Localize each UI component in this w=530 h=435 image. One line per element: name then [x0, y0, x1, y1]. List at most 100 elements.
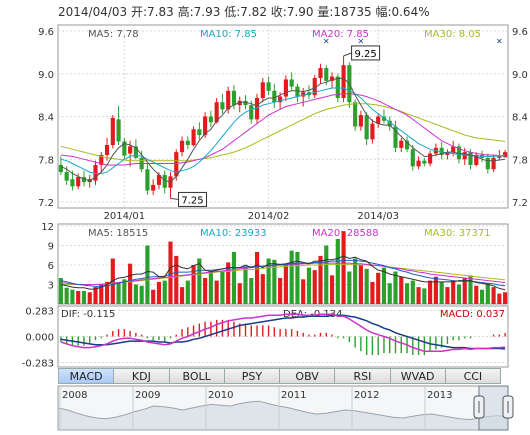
volume-bar — [254, 252, 260, 304]
volume-bar — [70, 289, 75, 304]
ma20-line — [60, 93, 506, 166]
volume-bar — [58, 278, 63, 304]
volume-bar — [283, 265, 288, 304]
volume-bar — [110, 258, 115, 304]
tab-kdj[interactable]: KDJ — [114, 368, 170, 384]
volume-bar — [122, 279, 127, 304]
volume-bar — [491, 287, 496, 304]
candle-body — [249, 105, 254, 120]
ma5-line — [60, 77, 506, 183]
volume-bar — [76, 291, 81, 304]
navigator-area — [57, 400, 509, 431]
volume-tick: 12 — [41, 222, 54, 233]
candle-body — [295, 86, 300, 97]
annotation-box — [351, 45, 381, 61]
volume-bar — [410, 280, 415, 304]
volume-bar — [260, 274, 265, 304]
tab-rsi[interactable]: RSI — [335, 368, 391, 384]
candle-body — [312, 78, 317, 96]
candle-body — [191, 129, 196, 145]
volume-bar — [301, 279, 306, 304]
macd-tick: -0.283 — [22, 359, 54, 370]
macd-tick: 0.283 — [25, 306, 54, 317]
volume-bar — [116, 281, 121, 304]
volume-bar — [456, 284, 462, 304]
volume-bar — [278, 278, 283, 304]
tab-wvad[interactable]: WVAD — [390, 368, 446, 384]
candle-body — [468, 152, 473, 165]
price-tick-left: 7.2 — [38, 198, 54, 209]
volume-ma30-line — [60, 263, 506, 285]
candle-body — [416, 160, 421, 167]
volume-bar — [151, 289, 156, 304]
candle-body — [174, 152, 179, 177]
candle-body — [151, 184, 156, 191]
candle-body — [220, 102, 225, 110]
volume-bar — [451, 280, 456, 304]
candle-body — [428, 153, 433, 164]
volume-bar — [416, 287, 421, 304]
annotation-label: 7.25 — [181, 195, 203, 206]
volume-bar — [358, 265, 363, 304]
volume-bar — [462, 278, 467, 304]
volume-bar — [243, 266, 248, 304]
volume-tick: 9 — [48, 242, 54, 253]
volume-bar — [185, 280, 190, 304]
volume-bar — [99, 284, 104, 304]
dea-line — [60, 314, 506, 350]
tab-obv[interactable]: OBV — [280, 368, 336, 384]
volume-tick: 3 — [48, 281, 54, 292]
dif-line — [60, 313, 506, 353]
volume-ma5-line — [60, 255, 506, 291]
volume-bar — [364, 268, 369, 304]
high-label: 高: — [177, 5, 194, 19]
volume-bar — [503, 292, 508, 304]
candle-body — [410, 149, 415, 167]
annotation-box — [178, 191, 207, 207]
candle-body — [185, 140, 190, 145]
open-value: 7.83 — [147, 5, 174, 19]
volume-bar — [353, 258, 358, 304]
candle-body — [64, 172, 69, 181]
navigator-year-label: 2009 — [135, 390, 160, 401]
candle-body — [243, 100, 248, 106]
tab-boll[interactable]: BOLL — [169, 368, 225, 384]
candle-body — [145, 169, 150, 191]
volume-bar — [318, 255, 323, 304]
volume-label: 量: — [317, 5, 334, 19]
date-tick: 2014/03 — [357, 211, 399, 222]
price-legend-ma5: MA5: 7.78 — [88, 29, 139, 40]
close-label: 收: — [270, 5, 287, 19]
navigator-year-label: 2008 — [62, 390, 87, 401]
candle-body — [393, 126, 398, 148]
tab-macd[interactable]: MACD — [58, 368, 115, 384]
candle-body — [358, 115, 363, 127]
macd-tick: 0.000 — [25, 333, 54, 344]
volume-bar — [485, 283, 490, 304]
quote-header: 2014/04/03 开:7.83 高:7.93 低:7.82 收:7.90 量… — [58, 3, 430, 20]
volume-bar — [347, 271, 352, 304]
candle-body — [128, 146, 133, 154]
price-tick-right: 7.8 — [512, 155, 528, 166]
candle-body — [133, 146, 138, 158]
volume-bar — [145, 245, 150, 304]
tab-cci[interactable]: CCI — [445, 368, 501, 384]
candle-body — [341, 65, 346, 98]
volume-bar — [87, 292, 92, 304]
tab-psy[interactable]: PSY — [224, 368, 280, 384]
candle-body — [451, 146, 456, 153]
candle-body — [208, 116, 213, 123]
candle-body — [399, 140, 404, 148]
volume-bar — [231, 252, 237, 304]
price-tick-left: 9.6 — [38, 27, 54, 38]
navigator-year-label: 2013 — [427, 390, 452, 401]
candle-body — [422, 160, 427, 164]
macd-legend-macd: MACD: 0.037 — [440, 309, 505, 320]
ma30-line — [60, 103, 506, 162]
volume-bar — [497, 293, 502, 304]
volume-bar — [203, 278, 208, 304]
volume-bar — [335, 239, 340, 304]
event-marker-icon: ✕ — [358, 37, 365, 46]
event-marker-icon: ✕ — [496, 37, 503, 46]
